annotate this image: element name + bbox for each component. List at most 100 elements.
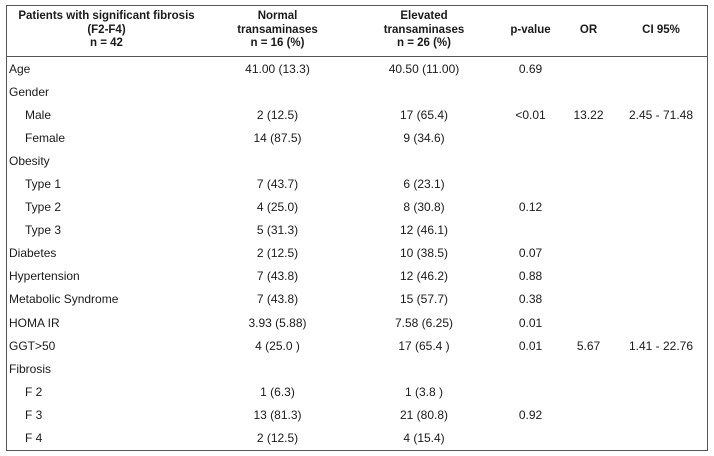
- cell-ci: 2.45 - 71.48: [628, 107, 694, 122]
- header-normal-line-1: Normal: [257, 10, 298, 23]
- cell-p-value: [499, 126, 562, 149]
- header-normal-line-2: transaminases: [237, 23, 318, 36]
- row-label: F 2: [25, 384, 43, 399]
- cell-elevated: 6 (23.1): [403, 177, 445, 192]
- cell-ci: [615, 380, 707, 403]
- cell-ci: [615, 427, 707, 450]
- cell-ci: 1.41 - 22.76: [628, 338, 694, 353]
- row-label: Metabolic Syndrome: [9, 292, 119, 307]
- table-row: Metabolic Syndrome 7 (43.8) 15 (57.7) 0.38: [7, 288, 707, 311]
- cell-or: [562, 80, 615, 103]
- row-label: Gender: [9, 84, 50, 99]
- cell-elevated: [349, 357, 499, 380]
- cell-elevated: 12 (46.2): [399, 269, 449, 284]
- cell-or: [562, 172, 615, 195]
- row-label: F 3: [25, 407, 43, 422]
- table-row: Hypertension 7 (43.8) 12 (46.2) 0.88: [7, 265, 707, 288]
- cell-normal: [206, 357, 349, 380]
- cell-ci: [615, 219, 707, 242]
- cell-normal: 41.00 (13.3): [245, 61, 310, 76]
- cell-elevated: 21 (80.8): [399, 407, 449, 422]
- results-table: Patients with significant fibrosis (F2-F…: [7, 5, 707, 450]
- row-label: Fibrosis: [9, 361, 52, 376]
- cell-normal: 14 (87.5): [253, 130, 302, 145]
- header-normal-line-3: n = 16 (%): [250, 37, 305, 50]
- cell-normal: [206, 80, 349, 103]
- cell-normal: 4 (25.0 ): [255, 338, 300, 353]
- cell-elevated: 8 (30.8): [403, 200, 445, 215]
- row-label: Type 2: [25, 200, 62, 215]
- cell-p-value: 0.12: [518, 200, 543, 215]
- row-label: Obesity: [9, 153, 50, 168]
- header-elevated-line-3: n = 26 (%): [396, 37, 451, 50]
- cell-or: [562, 427, 615, 450]
- row-label: Type 3: [25, 223, 62, 238]
- header-normal: Normal transaminases n = 16 (%): [206, 5, 349, 57]
- table-row: F 4 2 (12.5) 4 (15.4): [7, 427, 707, 450]
- cell-p-value: <0.01: [515, 107, 546, 122]
- cell-elevated: 40.50 (11.00): [388, 61, 460, 76]
- cell-ci: [615, 357, 707, 380]
- cell-p-value: 0.88: [518, 269, 543, 284]
- cell-or: [562, 311, 615, 334]
- cell-elevated: 4 (15.4): [403, 431, 445, 446]
- cell-normal: 2 (12.5): [256, 107, 299, 122]
- cell-elevated: 12 (46.1): [399, 223, 449, 238]
- header-or: OR: [562, 5, 615, 57]
- cell-normal: 2 (12.5): [256, 431, 299, 446]
- table-row: GGT>50 4 (25.0 ) 17 (65.4 ) 0.01 5.67 1.41 - …: [7, 334, 707, 357]
- cell-elevated: 1 (3.8 ): [404, 384, 443, 399]
- cell-or: [562, 196, 615, 219]
- table-row: Gender: [7, 80, 707, 103]
- cell-or: [562, 57, 615, 81]
- header-ci: CI 95%: [615, 5, 707, 57]
- table-row: Diabetes 2 (12.5) 10 (38.5) 0.07: [7, 242, 707, 265]
- table-row: Fibrosis: [7, 357, 707, 380]
- cell-or: [562, 403, 615, 426]
- table-row: Female 14 (87.5) 9 (34.6): [7, 126, 707, 149]
- table-row: Obesity: [7, 149, 707, 172]
- row-label: Type 1: [25, 177, 62, 192]
- table-row: Male 2 (12.5) 17 (65.4) <0.01 13.22 2.45 - 71…: [7, 103, 707, 126]
- table-header: Patients with significant fibrosis (F2-F…: [7, 5, 707, 57]
- cell-ci: [615, 403, 707, 426]
- cell-ci: [615, 149, 707, 172]
- table-row: Type 1 7 (43.7) 6 (23.1): [7, 172, 707, 195]
- cell-normal: 7 (43.7): [256, 177, 299, 192]
- header-row: Patients with significant fibrosis (F2-F…: [7, 5, 707, 57]
- header-patients-line-1: Patients with significant fibrosis: [18, 10, 195, 23]
- cell-or: [562, 242, 615, 265]
- header-elevated-line-2: transaminases: [383, 23, 465, 36]
- table-row: Age 41.00 (13.3) 40.50 (11.00) 0.69: [7, 57, 707, 81]
- cell-p-value: [499, 80, 562, 103]
- cell-p-value: [499, 149, 562, 172]
- cell-p-value: 0.38: [518, 292, 543, 307]
- row-label: F 4: [25, 431, 43, 446]
- cell-normal: 3.93 (5.88): [248, 315, 307, 330]
- header-patients: Patients with significant fibrosis (F2-F…: [7, 5, 206, 57]
- cell-ci: [615, 288, 707, 311]
- row-label: Male: [25, 107, 52, 122]
- cell-or: 13.22: [573, 107, 604, 122]
- cell-elevated: 10 (38.5): [399, 246, 449, 261]
- cell-p-value: [499, 380, 562, 403]
- cell-p-value: 0.92: [518, 407, 543, 422]
- row-label: Hypertension: [9, 269, 80, 284]
- header-patients-line-3: n = 42: [90, 37, 123, 50]
- cell-normal: [206, 149, 349, 172]
- cell-normal: 4 (25.0): [256, 200, 299, 215]
- cell-or: [562, 219, 615, 242]
- cell-ci: [615, 311, 707, 334]
- cell-or: 5.67: [576, 338, 601, 353]
- row-label: Diabetes: [9, 246, 57, 261]
- cell-or: [562, 265, 615, 288]
- cell-p-value: 0.01: [518, 315, 543, 330]
- row-label: HOMA IR: [9, 315, 60, 330]
- cell-p-value: [499, 357, 562, 380]
- cell-ci: [615, 265, 707, 288]
- cell-p-value: [499, 427, 562, 450]
- cell-normal: 13 (81.3): [253, 407, 302, 422]
- row-label: Female: [25, 130, 66, 145]
- cell-or: [562, 126, 615, 149]
- header-elevated: Elevated transaminases n = 26 (%): [349, 5, 499, 57]
